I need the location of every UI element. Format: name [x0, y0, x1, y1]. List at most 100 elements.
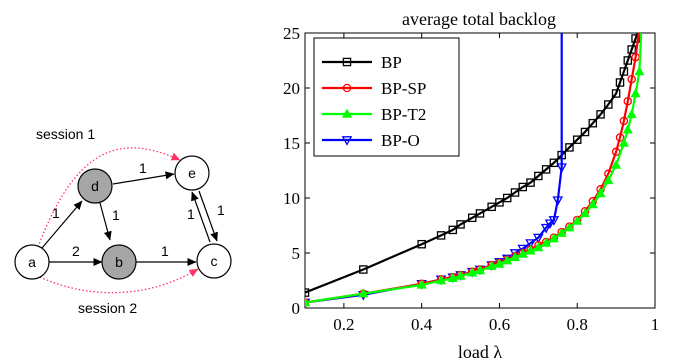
legend: BP BP-SP BP-T2 BP-O [313, 37, 460, 157]
edge-c-e [191, 191, 211, 243]
data-point [630, 88, 641, 98]
data-point [510, 188, 520, 197]
session-2-path [39, 268, 199, 294]
data-point [475, 209, 485, 218]
data-point [622, 124, 633, 134]
legend-items: BP BP-SP BP-T2 BP-O [322, 53, 426, 150]
data-point [474, 265, 486, 275]
data-point [618, 137, 629, 147]
edge-label-a-d: 1 [52, 205, 60, 221]
node-a-label: a [28, 254, 36, 270]
legend-item-bp-sp: BP-SP [322, 79, 426, 98]
edge-label-c-e: 1 [187, 206, 195, 222]
node-d-circle [77, 168, 113, 204]
data-point [486, 260, 497, 270]
series-bp-t2 [305, 33, 645, 307]
data-point [517, 248, 528, 258]
node-d-label: d [91, 178, 99, 194]
data-point [502, 193, 512, 203]
data-point [494, 258, 505, 268]
data-point [619, 67, 629, 76]
data-point [627, 45, 636, 54]
data-point [358, 288, 369, 298]
node-b-label: b [115, 254, 123, 270]
data-point [416, 279, 427, 289]
edge-label-d-b: 1 [112, 207, 120, 223]
data-point [587, 199, 598, 209]
data-point [436, 275, 447, 285]
node-c-circle [196, 243, 232, 279]
y-tick-label: 20 [283, 79, 300, 98]
legend-marker [341, 136, 353, 146]
y-tick-label: 0 [292, 299, 301, 318]
node-c-label: c [211, 253, 218, 269]
data-point [534, 171, 543, 181]
node-b: b [101, 244, 137, 280]
legend-item-bp-o: BP-O [322, 131, 420, 150]
data-point [626, 108, 637, 119]
legend-marker [342, 83, 352, 93]
data-point [572, 215, 583, 225]
legend-label: BP-O [381, 131, 420, 150]
plot-frame [304, 32, 656, 309]
data-point [611, 159, 622, 169]
data-point [556, 163, 567, 173]
data-point [603, 174, 614, 185]
edge-d-b [99, 202, 112, 241]
data-point [634, 66, 645, 76]
data-point [305, 297, 311, 307]
data-point [540, 223, 552, 234]
data-point [623, 56, 633, 65]
data-point [447, 272, 458, 282]
legend-marker [342, 57, 352, 67]
data-point [359, 265, 368, 274]
data-point [533, 233, 544, 244]
data-point [526, 178, 535, 187]
edge-label-a-b: 2 [72, 243, 80, 259]
data-point [623, 96, 633, 106]
x-axis-label: load λ [458, 342, 502, 362]
node-b-circle [101, 244, 137, 280]
x-axis-ticks: 0.2 0.4 0.6 0.8 1 [333, 33, 659, 334]
data-point [544, 219, 556, 230]
node-a: a [14, 244, 50, 280]
x-tick-label: 0.6 [489, 315, 510, 334]
y-tick-label: 15 [283, 134, 300, 153]
legend-item-bp-t2: BP-T2 [322, 105, 426, 124]
series-bp [305, 33, 640, 297]
data-point [615, 78, 625, 87]
data-point [541, 165, 551, 174]
x-tick-label: 0.4 [411, 315, 433, 334]
data-point [580, 127, 590, 137]
data-point [533, 242, 544, 252]
chart-title: average total backlog [402, 9, 556, 29]
data-point [619, 116, 629, 126]
data-point [552, 196, 564, 206]
data-point [495, 198, 504, 207]
y-tick-label: 5 [292, 244, 301, 263]
data-point [588, 118, 598, 128]
data-point [564, 222, 575, 232]
session-1-label: session 1 [36, 126, 95, 142]
legend-box [313, 37, 460, 157]
data-point [611, 89, 621, 98]
edge-label-e-c: 1 [217, 202, 225, 218]
data-point [572, 135, 582, 144]
node-a-circle [14, 244, 50, 280]
data-point [525, 239, 536, 249]
session-1-path [37, 147, 181, 248]
edge-label-d-e: 1 [139, 160, 147, 176]
x-tick-label: 1 [651, 315, 660, 334]
data-point [548, 233, 559, 243]
data-point [604, 100, 613, 109]
edge-e-c [198, 190, 218, 242]
data-point [565, 143, 574, 152]
data-point [436, 231, 446, 240]
node-d: d [77, 168, 113, 204]
data-point [615, 133, 625, 142]
network-diagram: 1 2 1 1 1 1 1 a d b e c session 1 sessio… [14, 126, 232, 316]
data-point [467, 267, 478, 277]
data-point [525, 245, 536, 255]
y-axis-ticks: 0 5 10 15 20 25 [283, 24, 655, 318]
